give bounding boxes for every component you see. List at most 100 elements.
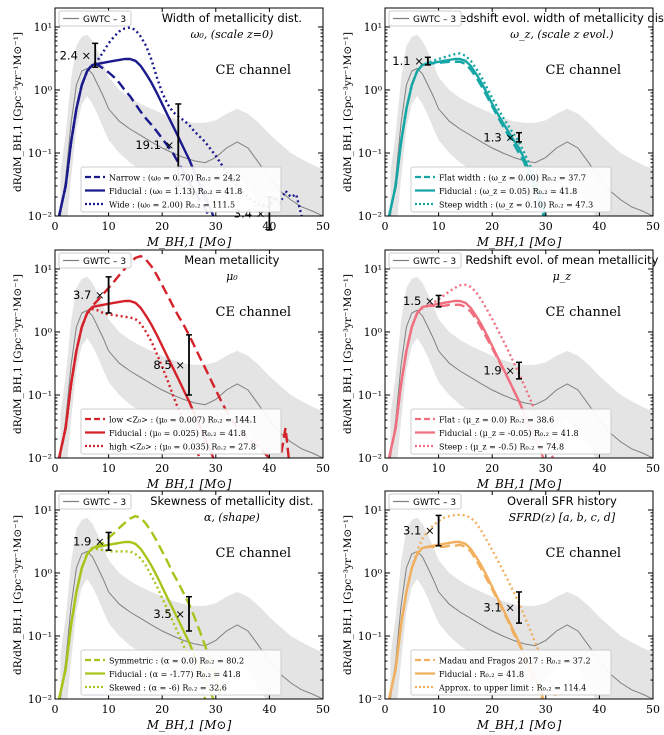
x-tick-label: 40 xyxy=(592,220,606,233)
y-tick-label: 10⁻² xyxy=(358,693,382,706)
panel-subtitle: ω_z, (scale z evol.) xyxy=(510,28,613,41)
x-tick-label: 10 xyxy=(432,462,446,475)
panel-subtitle: μ₀ xyxy=(226,270,238,283)
x-tick-label: 50 xyxy=(316,703,330,716)
x-tick-label: 20 xyxy=(155,220,169,233)
y-axis-label: dR/dM_BH,1 [Gpc⁻³yr⁻¹M⊙⁻¹] xyxy=(342,274,354,434)
x-tick-label: 20 xyxy=(485,220,499,233)
annotation-label: 1.9 × xyxy=(73,534,105,548)
x-tick-label: 30 xyxy=(539,220,553,233)
legend-label: Narrow : (ω₀ = 0.70) R₀.₂ = 24.2 xyxy=(109,174,241,183)
legend-label: Approx. to upper limit : R₀.₂ = 114.4 xyxy=(438,684,586,693)
legend-label: Flat width : (ω_z = 0.00) R₀.₂ = 37.7 xyxy=(439,174,586,183)
series-line-steep-width xyxy=(387,52,547,216)
y-tick-label: 10¹ xyxy=(364,504,382,517)
y-axis-label: dR/dM_BH,1 [Gpc⁻³yr⁻¹M⊙⁻¹] xyxy=(342,515,354,675)
gwtc-legend-label: GWTC – 3 xyxy=(83,257,126,267)
legend-label: Fiducial : (ω_z = 0.05) R₀.₂ = 41.8 xyxy=(439,187,577,196)
x-tick-label: 0 xyxy=(382,220,389,233)
y-tick-label: 10⁻¹ xyxy=(358,147,382,160)
legend-label: Fiducial : (μ₀ = 0.025) R₀.₂ = 41.8 xyxy=(109,429,246,438)
legend-label: Fiducial : (μ_z = -0.05) R₀.₂ = 41.8 xyxy=(439,429,579,438)
annotation-label: 3.7 × xyxy=(73,288,105,302)
x-tick-label: 40 xyxy=(262,462,276,475)
x-axis-label: M_BH,1 [M⊙] xyxy=(146,477,232,491)
gwtc-legend-box xyxy=(58,493,132,510)
panel-subtitle: SFRD(z) [a, b, c, d] xyxy=(509,511,616,524)
x-tick-label: 20 xyxy=(485,462,499,475)
series-line-skewed xyxy=(57,547,207,699)
y-tick-label: 10⁻² xyxy=(358,210,382,223)
y-tick-label: 10⁰ xyxy=(364,326,383,339)
legend-label: Steep : (μ_z = -0.5) R₀.₂ = 74.8 xyxy=(439,443,564,452)
y-axis-label: dR/dM_BH,1 [Gpc⁻³yr⁻¹M⊙⁻¹] xyxy=(342,32,354,192)
y-tick-label: 10¹ xyxy=(34,21,52,34)
panel-subtitle: μ_z xyxy=(553,270,572,283)
channel-label: CE channel xyxy=(546,63,622,78)
gwtc-legend-box xyxy=(388,493,462,510)
legend-label: Fiducial : (ω₀ = 1.13) R₀.₂ = 41.8 xyxy=(109,187,242,196)
axes-frame xyxy=(384,490,654,700)
y-axis-label: dR/dM_BH,1 [Gpc⁻³yr⁻¹M⊙⁻¹] xyxy=(12,515,24,675)
x-tick-label: 10 xyxy=(432,703,446,716)
x-tick-label: 10 xyxy=(102,220,116,233)
gwtc-legend-box xyxy=(388,10,462,27)
gwtc-legend-box xyxy=(58,10,132,27)
annotation-label: 1.1 × xyxy=(392,54,424,68)
series-line-approx-to-upper-limit xyxy=(387,513,558,699)
gwtc-legend-label: GWTC – 3 xyxy=(83,15,126,25)
legend-label: Wide : (ω₀ = 2.00) R₀.₂ = 111.5 xyxy=(109,201,235,210)
chart-panel-3: 0 10 20 30 40 50 10⁻² 10⁻¹ 10⁰ 10¹ M_BH,1 [M⊙] dR/d… xyxy=(12,249,330,491)
annotation-label: 1.5 × xyxy=(403,294,435,308)
y-tick-label: 10⁻¹ xyxy=(28,630,52,643)
y-tick-label: 10⁰ xyxy=(364,567,383,580)
x-tick-label: 30 xyxy=(209,703,223,716)
x-tick-label: 40 xyxy=(592,462,606,475)
x-tick-label: 30 xyxy=(209,462,223,475)
legend-label: Madau and Fragos 2017 : R₀.₂ = 37.2 xyxy=(439,657,591,666)
panel-title: Skewness of metallicity dist. xyxy=(150,494,313,508)
legend-box xyxy=(80,649,282,696)
panel-title: Redshift evol. width of metallicity dist… xyxy=(452,11,664,25)
y-tick-label: 10⁻¹ xyxy=(28,389,52,402)
annotation-label: 1.9 × xyxy=(483,364,515,378)
panel-subtitle: α, (shape) xyxy=(204,511,260,524)
panel-title: Mean metallicity xyxy=(184,253,279,267)
axes-frame xyxy=(384,249,654,459)
legend-label: high <Z₀> : (μ₀ = 0.035) R₀.₂ = 27.8 xyxy=(109,443,256,452)
annotation-label: 2.4 × xyxy=(60,48,92,62)
y-tick-label: 10⁰ xyxy=(34,326,53,339)
legend-label: Fiducial : R₀.₂ = 41.8 xyxy=(439,670,524,679)
x-tick-label: 10 xyxy=(102,703,116,716)
y-tick-label: 10⁻² xyxy=(358,452,382,465)
gwtc-legend-box xyxy=(58,252,132,269)
axes-frame xyxy=(54,7,324,217)
panel-title: Redshift evol. of mean metallicity xyxy=(465,253,658,267)
annotation-label: 1.3 × xyxy=(483,130,515,144)
legend-label: Steep width : (ω_z = 0.10) R₀.₂ = 47.3 xyxy=(439,201,593,210)
y-tick-label: 10¹ xyxy=(34,504,52,517)
channel-label: CE channel xyxy=(546,546,622,561)
x-tick-label: 20 xyxy=(485,703,499,716)
y-tick-label: 10⁻¹ xyxy=(358,389,382,402)
annotation-label: 3.1 × xyxy=(403,524,435,538)
x-tick-label: 30 xyxy=(539,462,553,475)
x-tick-label: 0 xyxy=(52,703,59,716)
panel-title: Width of metallicity dist. xyxy=(162,11,302,25)
y-tick-label: 10⁰ xyxy=(364,84,383,97)
channel-label: CE channel xyxy=(216,546,292,561)
legend-box xyxy=(410,166,612,213)
channel-label: CE channel xyxy=(546,305,622,320)
x-tick-label: 20 xyxy=(155,703,169,716)
x-tick-label: 30 xyxy=(209,220,223,233)
x-tick-label: 20 xyxy=(155,462,169,475)
x-tick-label: 50 xyxy=(316,220,330,233)
y-tick-label: 10⁻² xyxy=(28,452,52,465)
y-tick-label: 10⁰ xyxy=(34,84,53,97)
gwtc-legend-label: GWTC – 3 xyxy=(413,15,456,25)
x-axis-label: M_BH,1 [M⊙] xyxy=(146,235,232,249)
panel-title: Overall SFR history xyxy=(507,494,617,508)
legend-label: Skewed : (α = -6) R₀.₂ = 32.6 xyxy=(109,684,227,693)
